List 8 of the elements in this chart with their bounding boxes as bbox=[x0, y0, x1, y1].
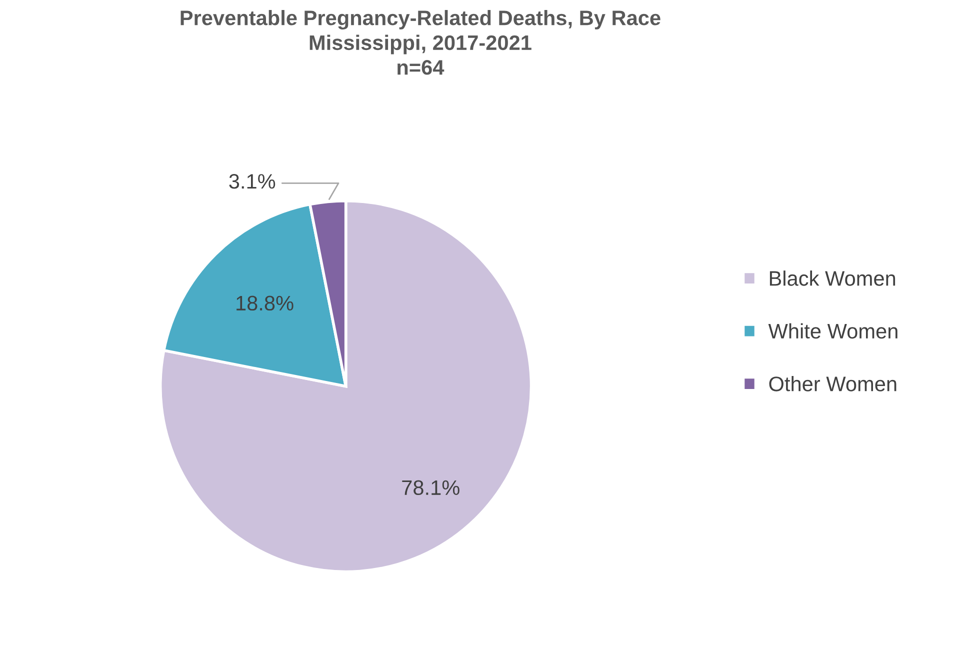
legend-label: Black Women bbox=[770, 270, 896, 286]
chart-title: Preventable Pregnancy-Related Deaths, By Race Mississippi, 2017-2021 n=64 bbox=[180, 10, 660, 75]
legend-label: White Women bbox=[768, 323, 898, 339]
pie-slice bbox=[158, 199, 533, 574]
data-label: 18.8% bbox=[236, 296, 294, 311]
legend-label: Other Women bbox=[769, 376, 896, 392]
data-label: 78.1% bbox=[402, 480, 460, 496]
data-label: 3.1% bbox=[229, 174, 276, 189]
